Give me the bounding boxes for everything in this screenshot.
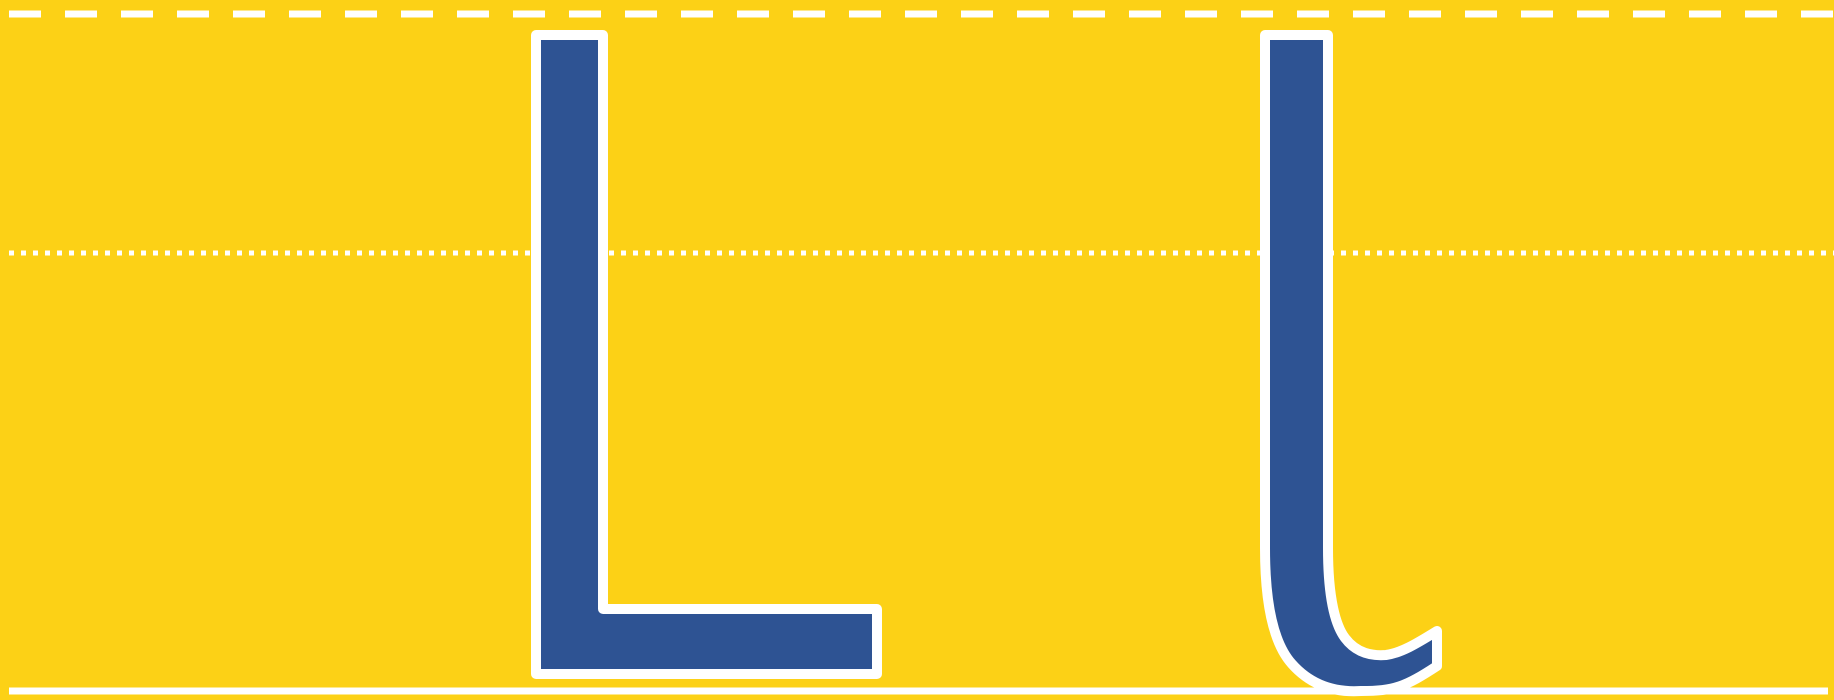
lowercase-letter-l xyxy=(1260,30,1442,697)
uppercase-letter-l xyxy=(531,30,882,679)
